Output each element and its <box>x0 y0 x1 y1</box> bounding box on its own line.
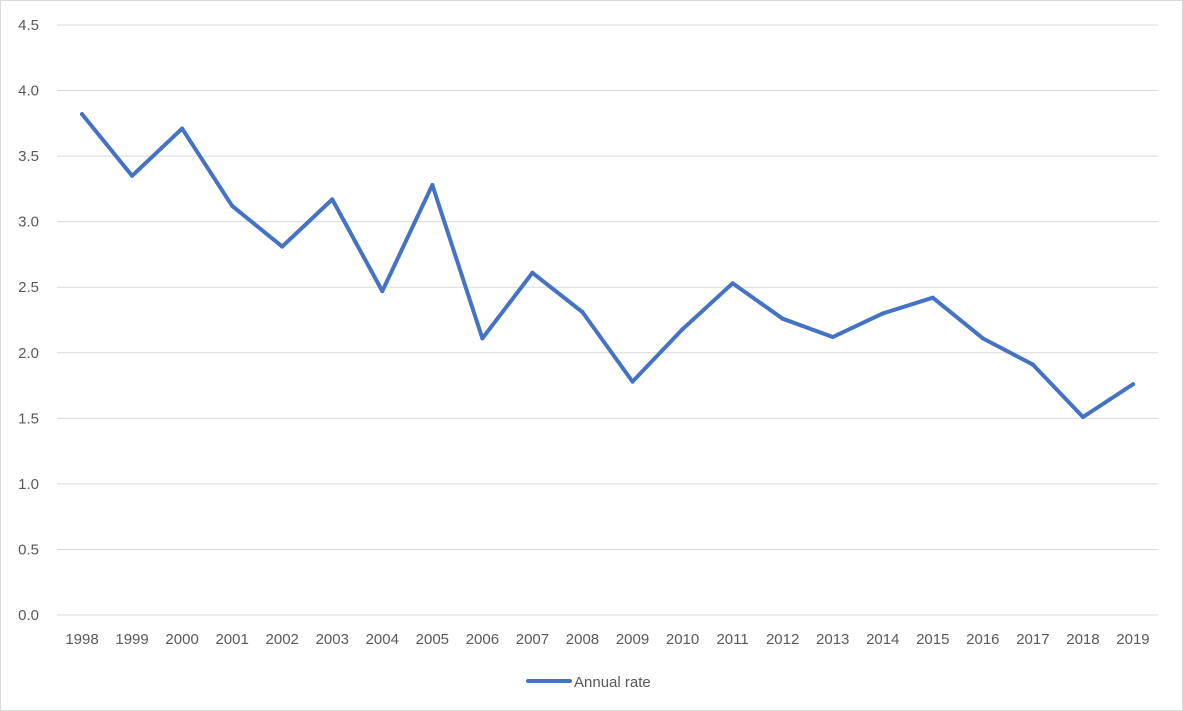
x-tick-label: 2012 <box>766 631 799 648</box>
data-point-2005 <box>430 182 435 187</box>
y-tick-label: 2.0 <box>18 345 39 362</box>
gridlines <box>57 24 1158 616</box>
x-tick-label: 2001 <box>215 631 248 648</box>
data-point-2016 <box>980 336 985 341</box>
data-point-2018 <box>1080 415 1085 420</box>
y-tick-label: 1.0 <box>18 476 39 493</box>
y-tick-label: 0.5 <box>18 541 39 558</box>
data-point-2014 <box>880 311 885 316</box>
x-tick-label: 2019 <box>1116 631 1149 648</box>
data-point-2017 <box>1030 362 1035 367</box>
series-line-annual-rate <box>80 112 1135 420</box>
y-tick-label: 1.5 <box>18 410 39 427</box>
x-axis-tick-labels: 1998 1999 2000 2001 2002 2003 2004 2005 2006 2007… <box>65 631 1149 648</box>
data-point-2007 <box>530 270 535 275</box>
x-tick-label: 2015 <box>916 631 949 648</box>
y-tick-label: 3.5 <box>18 148 39 165</box>
x-tick-label: 1999 <box>115 631 148 648</box>
series-lines <box>80 112 1135 420</box>
data-point-2001 <box>230 203 235 208</box>
x-tick-label: 2000 <box>165 631 198 648</box>
x-tick-label: 2018 <box>1066 631 1099 648</box>
data-point-2009 <box>630 379 635 384</box>
x-tick-label: 1998 <box>65 631 98 648</box>
data-point-2000 <box>180 126 185 131</box>
x-tick-label: 2005 <box>416 631 449 648</box>
x-tick-label: 2007 <box>516 631 549 648</box>
legend-label-annual-rate: Annual rate <box>574 674 651 691</box>
x-tick-label: 2014 <box>866 631 899 648</box>
x-tick-label: 2017 <box>1016 631 1049 648</box>
x-tick-label: 2016 <box>966 631 999 648</box>
x-tick-label: 2010 <box>666 631 699 648</box>
y-tick-label: 4.5 <box>18 17 39 34</box>
y-tick-label: 0.0 <box>18 607 39 624</box>
x-tick-label: 2006 <box>466 631 499 648</box>
data-point-1998 <box>80 112 85 117</box>
data-point-2015 <box>930 295 935 300</box>
x-tick-label: 2013 <box>816 631 849 648</box>
data-point-2003 <box>330 197 335 202</box>
data-point-2008 <box>580 310 585 315</box>
x-tick-label: 2008 <box>566 631 599 648</box>
x-tick-label: 2002 <box>266 631 299 648</box>
data-point-2006 <box>480 336 485 341</box>
data-point-2019 <box>1130 382 1135 387</box>
y-tick-label: 3.0 <box>18 214 39 231</box>
data-point-2004 <box>380 289 385 294</box>
y-axis-tick-labels: 0.0 0.5 1.0 1.5 2.0 2.5 3.0 3.5 4.0 4.5 <box>18 17 39 624</box>
data-point-2013 <box>830 335 835 340</box>
data-point-2012 <box>780 316 785 321</box>
x-tick-label: 2004 <box>366 631 399 648</box>
y-tick-label: 4.0 <box>18 83 39 100</box>
y-tick-label: 2.5 <box>18 279 39 296</box>
x-tick-label: 2011 <box>716 631 748 648</box>
x-tick-label: 2003 <box>316 631 349 648</box>
data-point-1999 <box>130 173 135 178</box>
x-tick-label: 2009 <box>616 631 649 648</box>
data-point-2010 <box>680 327 685 332</box>
data-point-2002 <box>280 244 285 249</box>
data-point-2011 <box>730 281 735 286</box>
legend: Annual rate <box>526 674 651 691</box>
